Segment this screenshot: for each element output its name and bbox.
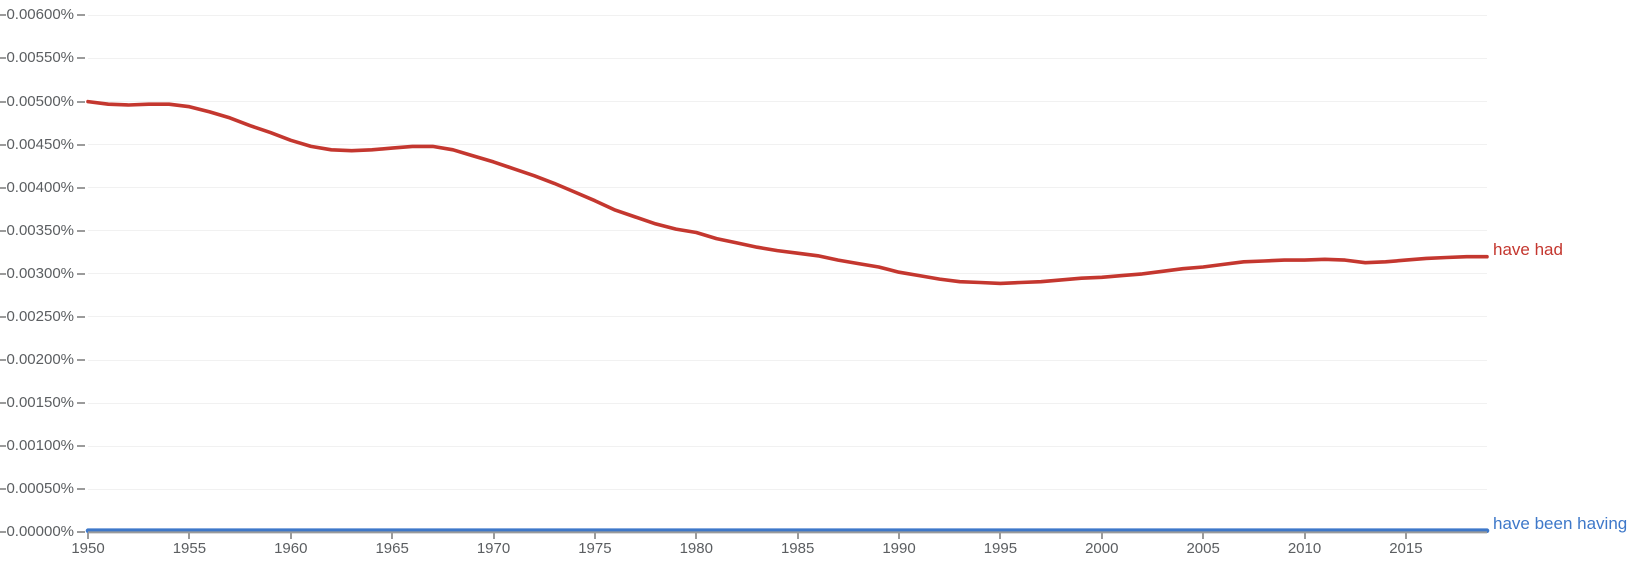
y-tick-label: 0.00400% bbox=[6, 178, 74, 196]
x-tick-label: 1985 bbox=[780, 540, 815, 557]
y-tick-mark bbox=[77, 402, 85, 405]
gridline bbox=[88, 144, 1487, 146]
y-tick-mark bbox=[77, 272, 85, 275]
gridline bbox=[88, 101, 1487, 103]
y-tick-label: 0.00150% bbox=[6, 394, 74, 412]
x-tick-label: 1965 bbox=[375, 540, 409, 557]
x-tick-mark bbox=[796, 533, 799, 539]
x-tick-mark bbox=[1404, 533, 1407, 539]
gridline bbox=[88, 187, 1487, 189]
gridline bbox=[88, 316, 1487, 318]
y-tick-label: 0.00200% bbox=[6, 351, 74, 369]
x-tick-mark bbox=[898, 533, 900, 539]
x-tick-mark bbox=[188, 533, 191, 539]
y-axis-edge-tick bbox=[0, 315, 6, 318]
x-tick-label: 1990 bbox=[882, 540, 916, 557]
x-tick-label: 2015 bbox=[1389, 540, 1423, 557]
series-label-have-been-having[interactable]: have been having bbox=[1493, 513, 1628, 533]
gridline bbox=[88, 359, 1487, 361]
x-tick-mark bbox=[492, 533, 495, 539]
y-tick-mark bbox=[77, 143, 85, 146]
series-line-have-had[interactable] bbox=[86, 99, 1489, 286]
x-tick-mark bbox=[87, 533, 89, 539]
y-axis-edge-tick bbox=[0, 402, 6, 405]
gridline bbox=[88, 57, 1487, 59]
y-axis-edge-tick bbox=[0, 445, 6, 448]
y-axis-edge-tick bbox=[0, 143, 6, 146]
y-tick-mark bbox=[77, 57, 85, 60]
y-axis-edge-tick bbox=[0, 186, 6, 189]
y-tick-mark bbox=[77, 315, 85, 318]
x-tick-mark bbox=[391, 533, 394, 539]
y-axis-edge-tick bbox=[0, 14, 6, 17]
x-tick-mark bbox=[593, 533, 596, 539]
gridline bbox=[88, 445, 1487, 447]
y-tick-mark bbox=[77, 100, 85, 103]
y-axis-edge-tick bbox=[0, 57, 6, 60]
y-tick-label: 0.00000% bbox=[6, 523, 74, 541]
y-tick-mark bbox=[77, 445, 85, 448]
x-tick-label: 2010 bbox=[1287, 540, 1322, 557]
y-tick-label: 0.00550% bbox=[6, 49, 74, 67]
gridline bbox=[88, 273, 1487, 275]
x-tick-label: 1995 bbox=[983, 540, 1018, 557]
x-tick-mark bbox=[1303, 533, 1306, 539]
y-axis-edge-tick bbox=[0, 531, 6, 534]
y-tick-mark bbox=[77, 531, 85, 534]
gridline bbox=[88, 14, 1487, 16]
gridline bbox=[88, 230, 1487, 232]
y-axis-edge-tick bbox=[0, 229, 6, 232]
y-tick-label: 0.00500% bbox=[6, 92, 74, 110]
x-tick-label: 1950 bbox=[71, 540, 105, 557]
gridline bbox=[88, 488, 1487, 490]
y-tick-mark bbox=[77, 229, 85, 232]
y-tick-mark bbox=[77, 186, 85, 189]
gridline bbox=[88, 402, 1487, 404]
y-tick-label: 0.00300% bbox=[6, 264, 74, 282]
y-tick-mark bbox=[77, 14, 85, 17]
y-tick-label: 0.00600% bbox=[6, 6, 74, 24]
y-tick-label: 0.00250% bbox=[6, 307, 74, 325]
x-tick-mark bbox=[289, 533, 292, 539]
y-tick-label: 0.00350% bbox=[6, 221, 74, 239]
y-tick-label: 0.00100% bbox=[6, 437, 74, 455]
x-tick-mark bbox=[999, 533, 1002, 539]
y-axis-edge-tick bbox=[0, 359, 6, 362]
x-tick-label: 1975 bbox=[578, 540, 612, 557]
x-tick-mark bbox=[1100, 533, 1103, 539]
y-tick-mark bbox=[77, 488, 85, 491]
x-tick-label: 1955 bbox=[172, 540, 207, 557]
y-axis-edge-tick bbox=[0, 100, 6, 103]
x-tick-label: 2005 bbox=[1186, 540, 1220, 557]
y-tick-label: 0.00450% bbox=[6, 135, 74, 153]
x-tick-mark bbox=[1202, 533, 1205, 539]
y-tick-label: 0.00050% bbox=[6, 480, 74, 498]
x-tick-label: 1960 bbox=[274, 540, 308, 557]
x-tick-label: 1980 bbox=[679, 540, 713, 557]
series-label-have-had[interactable]: have had bbox=[1493, 239, 1563, 259]
x-tick-label: 2000 bbox=[1085, 540, 1119, 557]
y-tick-mark bbox=[77, 359, 85, 362]
y-axis-edge-tick bbox=[0, 488, 6, 491]
y-axis-edge-tick bbox=[0, 272, 6, 275]
x-tick-mark bbox=[695, 533, 698, 539]
x-tick-label: 1970 bbox=[476, 540, 511, 557]
